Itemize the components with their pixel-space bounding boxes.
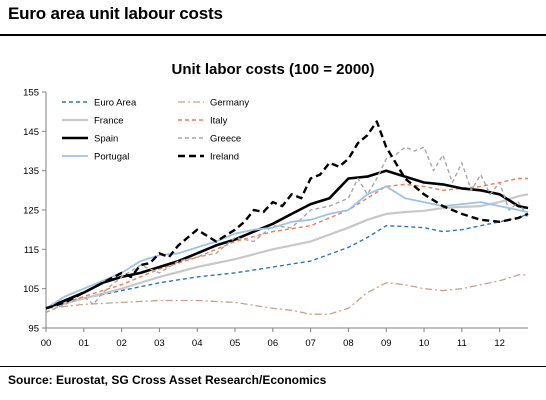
series-line-germany [45, 274, 528, 315]
y-tick-label: 105 [23, 284, 39, 295]
series-line-france [45, 193, 529, 310]
y-tick-label: 95 [28, 324, 39, 335]
x-tick-label: 10 [419, 338, 430, 349]
legend-label-germany: Germany [210, 98, 249, 109]
y-tick-label: 145 [23, 127, 39, 138]
series-line-italy [45, 177, 528, 309]
x-tick-label: 04 [192, 338, 203, 349]
legend-label-spain: Spain [94, 134, 118, 145]
series-line-greece [45, 146, 529, 313]
x-tick-label: 09 [381, 338, 392, 349]
y-tick-label: 155 [23, 88, 39, 99]
x-tick-label: 03 [154, 338, 165, 349]
legend-label-euro-area: Euro Area [94, 98, 137, 109]
legend-label-ireland: Ireland [210, 152, 239, 163]
unit-labor-costs-chart: Unit labor costs (100 = 2000) 95 105 115 12… [23, 61, 529, 349]
x-tick-label: 12 [494, 338, 505, 349]
y-tick-label: 115 [24, 245, 39, 256]
x-tick-label: 02 [116, 338, 127, 349]
legend-label-greece: Greece [210, 134, 241, 145]
x-tick-label: 06 [268, 338, 279, 349]
legend-label-portugal: Portugal [94, 152, 129, 163]
x-tick-label: 05 [230, 338, 241, 349]
series-line-spain [45, 169, 529, 310]
series-line-ireland [45, 120, 529, 310]
series-line-portugal [45, 185, 529, 310]
y-tick-label: 125 [23, 206, 39, 217]
legend-label-france: France [94, 116, 124, 127]
title-rule [0, 34, 546, 36]
x-tick-label: 01 [79, 338, 90, 349]
x-tick-label: 00 [41, 338, 52, 349]
x-tick-label: 08 [343, 338, 354, 349]
y-tick-label: 135 [23, 166, 39, 177]
source-note: Source: Eurostat, SG Cross Asset Researc… [8, 373, 327, 387]
x-tick-label: 11 [457, 338, 467, 349]
page-title: Euro area unit labour costs [8, 4, 223, 23]
x-tick-label: 07 [305, 338, 316, 349]
series-line-euro-area [45, 213, 529, 309]
chart-title: Unit labor costs (100 = 2000) [172, 61, 375, 78]
source-rule [0, 366, 546, 367]
legend-label-italy: Italy [210, 116, 228, 127]
